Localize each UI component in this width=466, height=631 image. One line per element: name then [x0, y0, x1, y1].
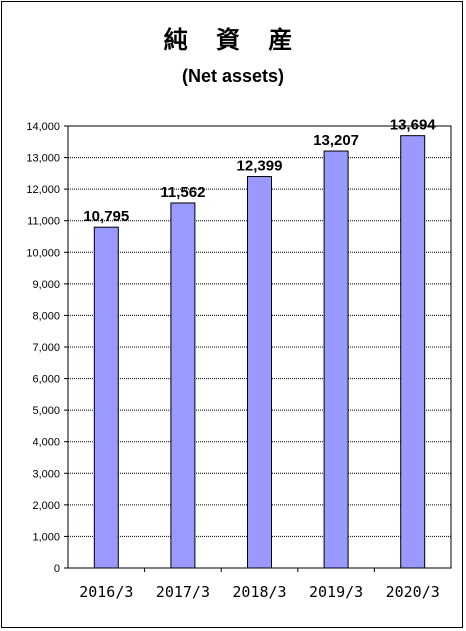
- chart-title: 純 資 産: [163, 26, 303, 54]
- bar: [400, 135, 426, 569]
- bar: [170, 202, 196, 569]
- y-tick-label: 13,000: [26, 153, 60, 165]
- x-tick-label: 2020/3: [386, 583, 440, 601]
- y-tick-label: 6,000: [32, 374, 60, 386]
- y-tick-label: 7,000: [32, 342, 60, 354]
- y-tick-label: 8,000: [32, 310, 60, 322]
- y-tick-label: 0: [54, 563, 60, 575]
- data-label: 13,694: [390, 117, 437, 134]
- bar: [93, 226, 119, 569]
- y-tick-label: 5,000: [32, 405, 60, 417]
- x-tick-label: 2017/3: [156, 583, 210, 601]
- x-tick-label: 2018/3: [232, 583, 286, 601]
- data-label: 12,399: [237, 158, 283, 175]
- y-tick-label: 4,000: [32, 437, 60, 449]
- bar: [323, 150, 349, 569]
- y-tick-label: 2,000: [32, 500, 60, 512]
- y-tick-label: 10,000: [26, 247, 60, 259]
- chart-subtitle: (Net assets): [181, 66, 285, 86]
- y-tick-label: 12,000: [26, 184, 60, 196]
- data-label: 13,207: [313, 132, 359, 149]
- y-tick-label: 14,000: [26, 121, 60, 133]
- y-tick-label: 11,000: [27, 216, 60, 228]
- x-tick-label: 2019/3: [309, 583, 363, 601]
- y-tick-label: 1,000: [32, 531, 60, 543]
- data-label: 10,795: [83, 208, 129, 225]
- x-tick-label: 2016/3: [79, 583, 133, 601]
- bar: [247, 176, 272, 569]
- y-tick-label: 9,000: [32, 279, 60, 291]
- y-tick-label: 3,000: [32, 468, 60, 480]
- data-label: 11,562: [160, 184, 205, 201]
